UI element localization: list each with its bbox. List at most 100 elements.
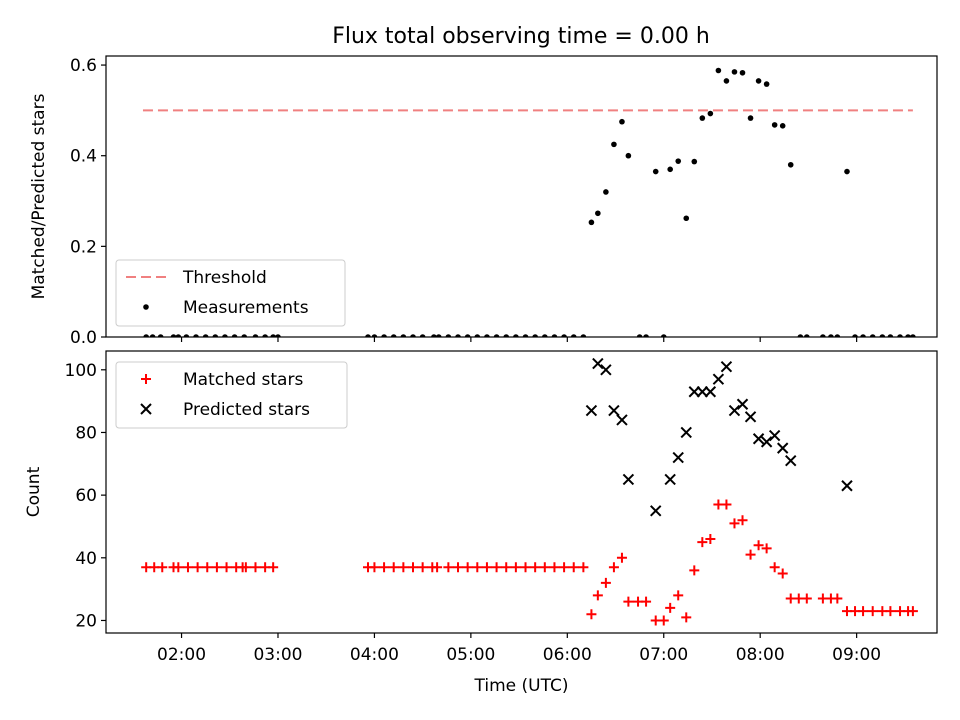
data-point [910, 334, 916, 337]
legend-label: Predicted stars [183, 400, 310, 420]
data-point [691, 158, 698, 165]
data-point [455, 334, 461, 337]
x-tick-label: 09:00 [832, 645, 881, 665]
data-point [622, 473, 635, 486]
data-point [491, 562, 502, 573]
data-point [704, 386, 717, 398]
data-point [410, 334, 416, 337]
data-point [673, 590, 684, 601]
data-point [616, 414, 628, 426]
data-point [777, 568, 788, 579]
data-point [371, 334, 378, 337]
y-tick-label: 0.0 [70, 328, 97, 348]
data-point [776, 442, 789, 454]
x-tick-label: 02:00 [157, 645, 206, 665]
data-point [787, 161, 794, 168]
data-point [211, 562, 222, 573]
y-tick-label: 60 [75, 486, 97, 506]
data-point [832, 593, 843, 604]
y-axis-label: Matched/Predicted stars [29, 93, 49, 299]
data-point [549, 562, 560, 573]
data-point [761, 543, 772, 554]
data-point [588, 219, 595, 226]
data-point [887, 334, 894, 337]
data-point [369, 562, 380, 573]
data-point [852, 334, 858, 337]
data-point [723, 78, 730, 84]
data-point [182, 562, 193, 573]
data-point [623, 596, 634, 607]
data-point [270, 334, 276, 337]
data-point [650, 505, 662, 517]
data-point [173, 562, 184, 573]
data-point [619, 118, 625, 125]
y-tick-label: 20 [75, 611, 97, 631]
data-point [625, 152, 632, 159]
data-point [763, 81, 770, 87]
data-point [592, 590, 603, 601]
data-point [561, 334, 567, 337]
data-point [737, 515, 748, 526]
data-point [212, 334, 219, 337]
data-point [801, 593, 812, 604]
data-point [907, 606, 918, 617]
data-point [532, 334, 538, 337]
data-point [231, 334, 238, 337]
data-point [464, 334, 471, 337]
data-point [885, 606, 896, 617]
x-tick-label: 08:00 [736, 645, 785, 665]
data-point [603, 189, 609, 195]
data-point [643, 334, 649, 337]
data-point [841, 480, 853, 492]
data-point [431, 334, 437, 337]
data-point [860, 334, 866, 337]
data-point [804, 334, 810, 337]
data-point [484, 334, 490, 337]
data-point [268, 562, 279, 573]
data-point [779, 122, 786, 129]
data-point [683, 215, 690, 222]
data-point [616, 552, 627, 563]
data-point [170, 334, 177, 337]
data-point [611, 141, 617, 148]
data-point [712, 373, 725, 385]
data-point [240, 562, 251, 573]
data-point [595, 210, 601, 217]
data-point [202, 334, 209, 337]
legend-marker [143, 304, 149, 310]
legend-box [115, 361, 348, 429]
data-point [771, 122, 778, 128]
data-point [897, 334, 903, 337]
data-point [520, 562, 531, 573]
data-point [578, 562, 589, 573]
data-point [785, 454, 797, 467]
data-point [858, 606, 869, 617]
x-axis-label: Time (UTC) [474, 676, 569, 696]
data-point [252, 334, 259, 337]
data-point [419, 334, 426, 337]
y-tick-label: 80 [75, 423, 97, 443]
data-point [417, 562, 428, 573]
data-point [768, 429, 781, 442]
data-point [736, 398, 749, 410]
data-point [680, 426, 692, 439]
legend-label: Matched stars [183, 370, 303, 390]
y-axis-label: Count [24, 466, 44, 517]
data-layer [141, 357, 918, 626]
data-point [752, 433, 765, 445]
data-point [143, 334, 149, 337]
data-point [539, 562, 550, 573]
data-point [658, 615, 669, 626]
data-point [697, 537, 708, 548]
data-point [681, 612, 692, 623]
legend-marker [140, 403, 152, 415]
top-panel: 0.0 0.2 0.4 0.6 Matched/Predicted stars Thres… [29, 55, 938, 348]
data-point [844, 168, 850, 175]
data-point [636, 334, 643, 337]
data-point [474, 334, 481, 337]
data-point [390, 334, 397, 337]
plot-frame [105, 350, 938, 634]
legend-label: Measurements [183, 298, 309, 318]
data-point [731, 69, 738, 75]
